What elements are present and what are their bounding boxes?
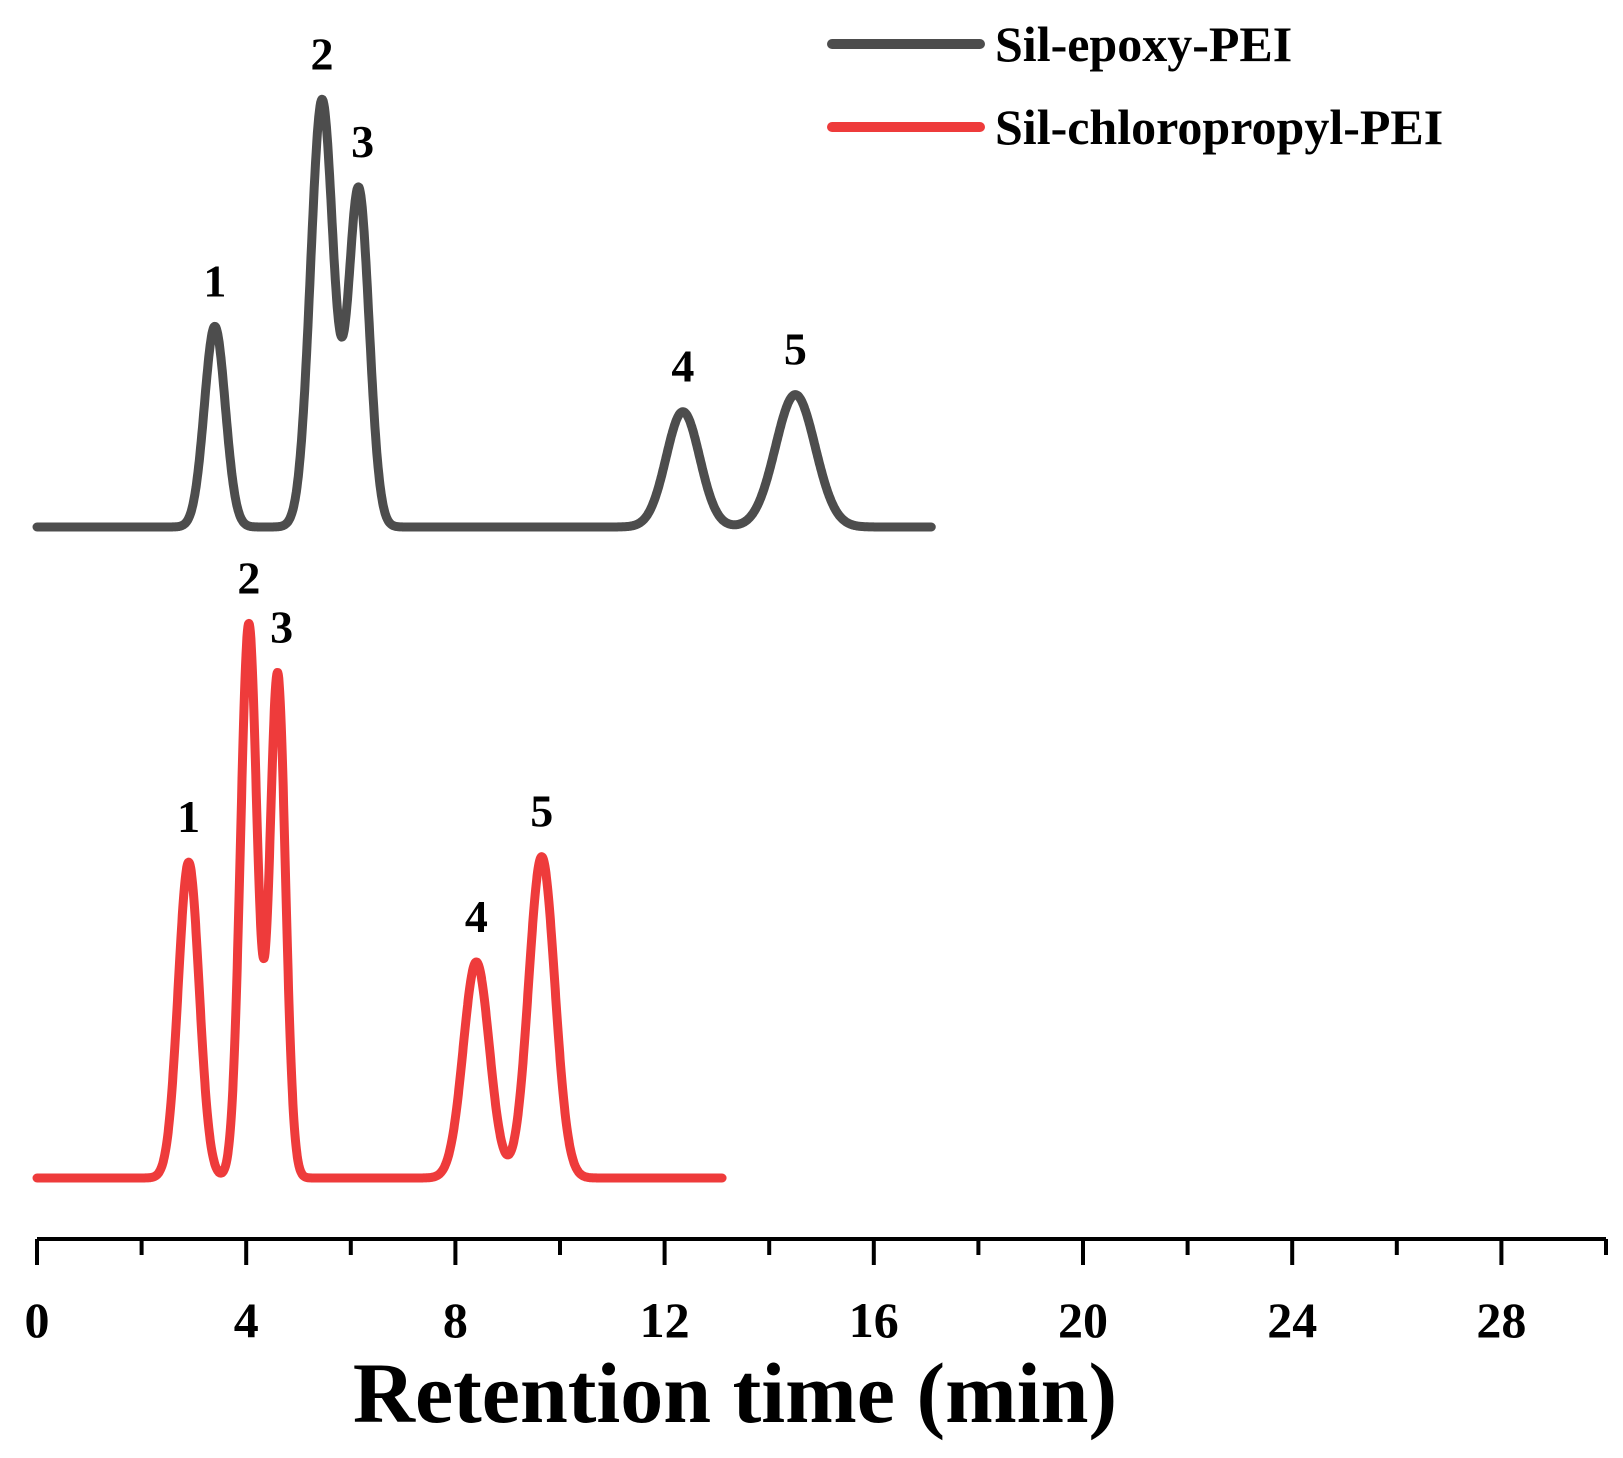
peak-label-sil-chloropropyl-pei-4: 4 [465, 891, 488, 942]
trace-sil-epoxy-pei [32, 94, 936, 532]
x-tick-label-16: 16 [849, 1292, 899, 1348]
legend: Sil-epoxy-PEI Sil-chloropropyl-PEI [827, 16, 1443, 155]
traces [32, 94, 936, 1183]
legend-label-sil-epoxy-pei: Sil-epoxy-PEI [995, 16, 1292, 72]
x-axis: 0 4 8 12 16 20 24 28 [25, 1237, 1608, 1348]
x-axis-tick-labels: 0 4 8 12 16 20 24 28 [25, 1292, 1527, 1348]
peak-label-sil-chloropropyl-pei-2: 2 [237, 552, 260, 603]
legend-label-sil-chloropropyl-pei: Sil-chloropropyl-PEI [995, 99, 1443, 155]
trace-sil-chloropropyl-pei [32, 618, 727, 1183]
peak-label-sil-chloropropyl-pei-3: 3 [270, 601, 293, 652]
peak-label-sil-epoxy-pei-2: 2 [311, 28, 334, 79]
x-tick-label-20: 20 [1058, 1292, 1108, 1348]
x-axis-ticks [35, 1239, 1608, 1265]
x-axis-title: Retention time (min) [353, 1345, 1117, 1441]
legend-item-sil-chloropropyl-pei: Sil-chloropropyl-PEI [827, 99, 1443, 155]
peak-label-sil-chloropropyl-pei-5: 5 [530, 786, 553, 837]
peak-label-sil-epoxy-pei-5: 5 [784, 324, 807, 375]
x-tick-label-12: 12 [640, 1292, 690, 1348]
x-tick-label-8: 8 [443, 1292, 468, 1348]
x-tick-label-4: 4 [234, 1292, 259, 1348]
peak-label-sil-epoxy-pei-4: 4 [671, 341, 694, 392]
peak-label-sil-chloropropyl-pei-1: 1 [177, 791, 200, 842]
x-tick-label-0: 0 [25, 1292, 50, 1348]
peak-label-sil-epoxy-pei-1: 1 [203, 255, 226, 306]
peak-label-sil-epoxy-pei-3: 3 [351, 116, 374, 167]
legend-item-sil-epoxy-pei: Sil-epoxy-PEI [827, 16, 1292, 72]
x-tick-label-24: 24 [1267, 1292, 1317, 1348]
x-tick-label-28: 28 [1476, 1292, 1526, 1348]
